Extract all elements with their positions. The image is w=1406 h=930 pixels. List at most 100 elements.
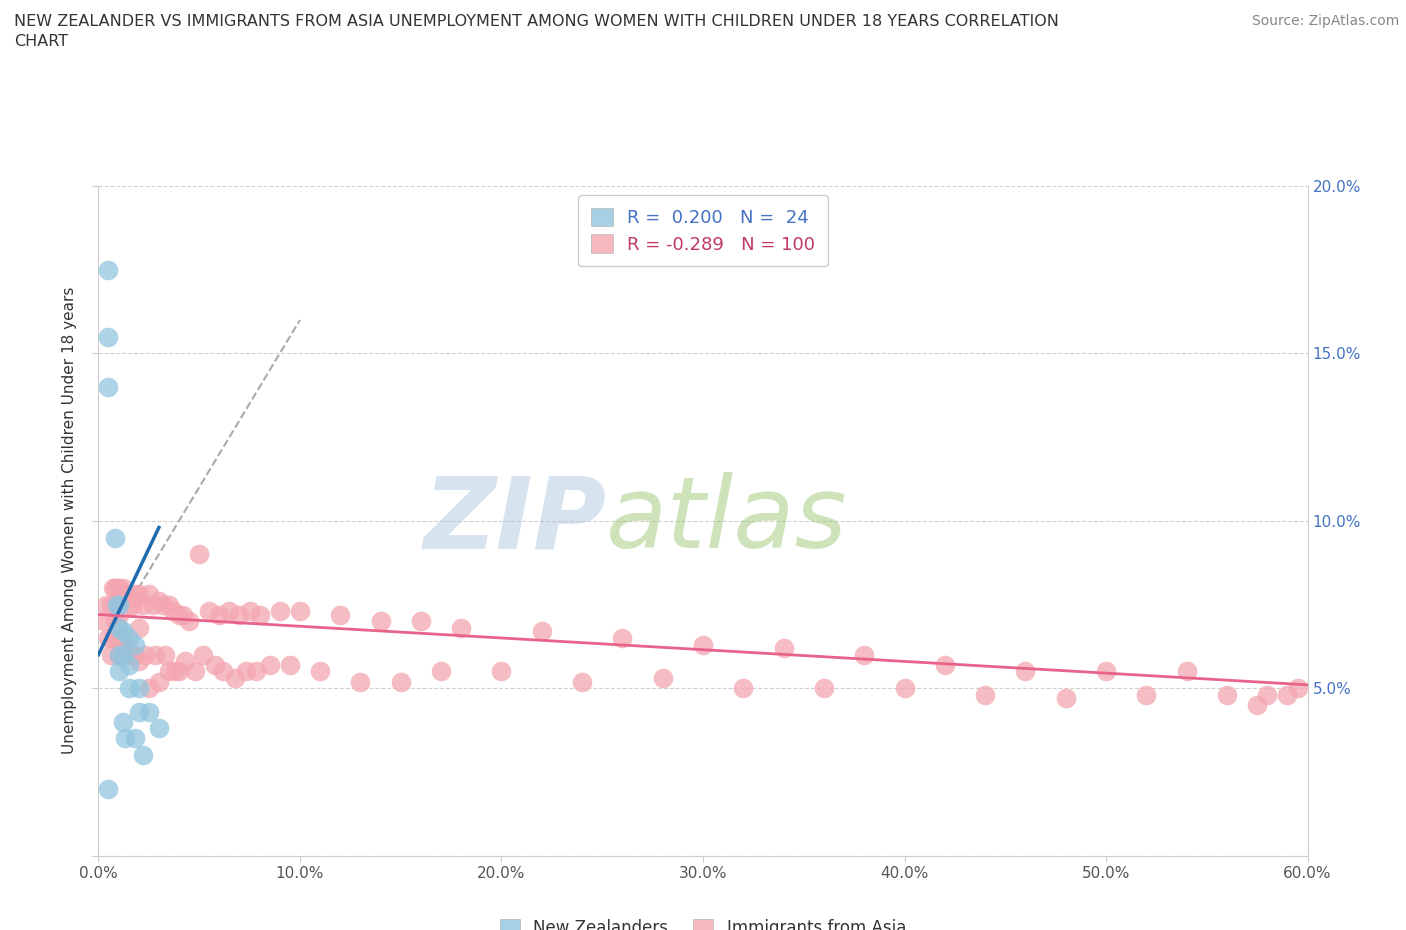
Point bbox=[118, 647, 141, 662]
Point bbox=[107, 620, 129, 635]
Point bbox=[103, 530, 125, 545]
Point bbox=[97, 631, 120, 645]
Point bbox=[110, 637, 132, 652]
Point bbox=[101, 631, 124, 645]
Point bbox=[813, 681, 835, 696]
Text: NEW ZEALANDER VS IMMIGRANTS FROM ASIA UNEMPLOYMENT AMONG WOMEN WITH CHILDREN UND: NEW ZEALANDER VS IMMIGRANTS FROM ASIA UN… bbox=[14, 14, 1059, 48]
Text: Source: ZipAtlas.com: Source: ZipAtlas.com bbox=[1251, 14, 1399, 28]
Point bbox=[329, 607, 352, 622]
Point bbox=[100, 647, 122, 662]
Point bbox=[228, 607, 250, 622]
Point bbox=[157, 664, 180, 679]
Point bbox=[1095, 664, 1118, 679]
Point bbox=[174, 654, 197, 669]
Point bbox=[1277, 687, 1299, 702]
Text: ZIP: ZIP bbox=[423, 472, 606, 569]
Point bbox=[111, 714, 134, 729]
Point bbox=[107, 647, 129, 662]
Point bbox=[733, 681, 755, 696]
Point bbox=[245, 664, 267, 679]
Point bbox=[172, 607, 194, 622]
Point bbox=[278, 658, 301, 672]
Point bbox=[224, 671, 246, 685]
Point bbox=[530, 624, 553, 639]
Point bbox=[103, 580, 125, 595]
Point bbox=[1256, 687, 1278, 702]
Text: atlas: atlas bbox=[606, 472, 848, 569]
Point bbox=[651, 671, 673, 685]
Point bbox=[692, 637, 714, 652]
Point bbox=[148, 593, 170, 608]
Point bbox=[370, 614, 392, 629]
Point bbox=[111, 624, 134, 639]
Point bbox=[111, 631, 134, 645]
Point bbox=[235, 664, 257, 679]
Point bbox=[208, 607, 231, 622]
Point bbox=[107, 597, 129, 612]
Point bbox=[128, 654, 150, 669]
Point bbox=[124, 731, 146, 746]
Point bbox=[118, 591, 141, 605]
Point bbox=[97, 262, 120, 277]
Point bbox=[128, 587, 150, 602]
Point bbox=[115, 641, 138, 656]
Point bbox=[409, 614, 432, 629]
Point bbox=[107, 647, 129, 662]
Point bbox=[239, 604, 262, 618]
Point bbox=[153, 647, 176, 662]
Point bbox=[148, 674, 170, 689]
Point bbox=[204, 658, 226, 672]
Point bbox=[105, 631, 128, 645]
Point bbox=[124, 587, 146, 602]
Point bbox=[107, 664, 129, 679]
Point bbox=[772, 641, 794, 656]
Point bbox=[120, 647, 142, 662]
Point bbox=[134, 647, 156, 662]
Point bbox=[491, 664, 513, 679]
Point bbox=[259, 658, 281, 672]
Point bbox=[853, 647, 876, 662]
Y-axis label: Unemployment Among Women with Children Under 18 years: Unemployment Among Women with Children U… bbox=[62, 287, 77, 754]
Point bbox=[1014, 664, 1036, 679]
Point bbox=[128, 704, 150, 719]
Point bbox=[110, 587, 132, 602]
Point bbox=[389, 674, 412, 689]
Point bbox=[179, 614, 201, 629]
Point bbox=[571, 674, 593, 689]
Point bbox=[142, 597, 165, 612]
Point bbox=[115, 587, 138, 602]
Point bbox=[118, 681, 141, 696]
Point bbox=[212, 664, 235, 679]
Point bbox=[1175, 664, 1198, 679]
Point bbox=[162, 604, 184, 618]
Point bbox=[974, 687, 997, 702]
Point bbox=[1135, 687, 1157, 702]
Point bbox=[430, 664, 453, 679]
Point bbox=[193, 647, 215, 662]
Point bbox=[163, 664, 186, 679]
Point bbox=[612, 631, 634, 645]
Point bbox=[167, 607, 190, 622]
Point bbox=[105, 580, 128, 595]
Point bbox=[118, 631, 141, 645]
Point bbox=[114, 587, 136, 602]
Point bbox=[97, 379, 120, 394]
Point bbox=[1216, 687, 1239, 702]
Point bbox=[1286, 681, 1309, 696]
Point bbox=[148, 721, 170, 736]
Point bbox=[118, 658, 141, 672]
Point bbox=[121, 597, 143, 612]
Point bbox=[101, 580, 124, 595]
Point bbox=[128, 620, 150, 635]
Point bbox=[269, 604, 291, 618]
Point bbox=[132, 597, 155, 612]
Point bbox=[167, 664, 190, 679]
Point bbox=[105, 597, 128, 612]
Point bbox=[450, 620, 472, 635]
Point bbox=[188, 547, 211, 562]
Point bbox=[103, 614, 125, 629]
Point bbox=[111, 580, 134, 595]
Point bbox=[309, 664, 332, 679]
Point bbox=[120, 597, 142, 612]
Point bbox=[132, 748, 155, 763]
